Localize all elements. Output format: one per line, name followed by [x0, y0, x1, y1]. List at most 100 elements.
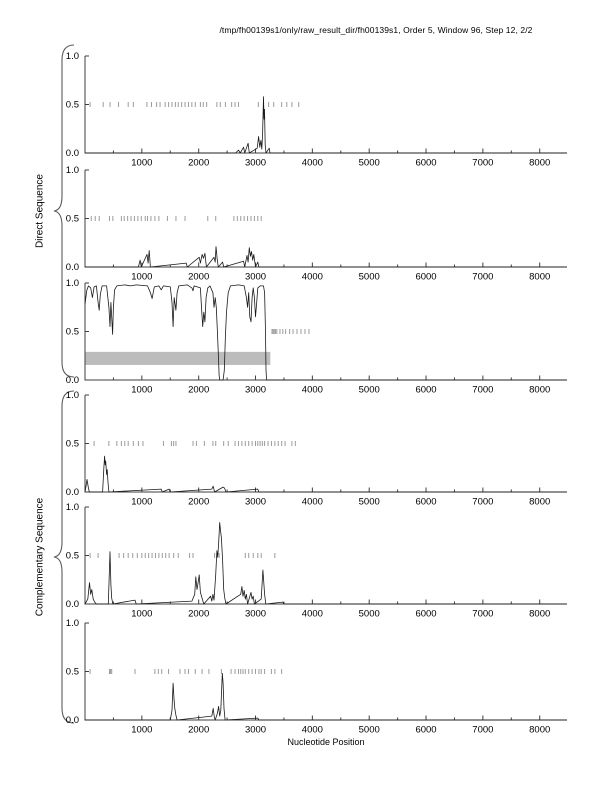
svg-text:7000: 7000 [472, 158, 493, 169]
svg-text:2000: 2000 [188, 272, 209, 283]
orf-markers [89, 102, 300, 107]
direct-group-brace [53, 44, 75, 378]
svg-text:0.5: 0.5 [66, 551, 79, 562]
svg-text:5000: 5000 [359, 725, 380, 736]
svg-text:4000: 4000 [302, 158, 323, 169]
svg-text:0.0: 0.0 [66, 487, 79, 498]
probability-curve [85, 673, 567, 721]
svg-text:5000: 5000 [359, 497, 380, 508]
svg-text:3000: 3000 [245, 158, 266, 169]
svg-text:0.0: 0.0 [66, 375, 79, 386]
axes [84, 282, 567, 381]
svg-text:4000: 4000 [302, 725, 323, 736]
orf-markers [90, 216, 262, 221]
svg-text:1000: 1000 [131, 609, 152, 620]
axes [84, 169, 567, 268]
svg-text:1.0: 1.0 [66, 390, 79, 401]
probability-curve [84, 522, 567, 605]
svg-text:5000: 5000 [359, 272, 380, 283]
svg-text:0.5: 0.5 [66, 327, 79, 338]
svg-text:8000: 8000 [529, 725, 550, 736]
svg-text:6000: 6000 [415, 725, 436, 736]
svg-text:4000: 4000 [302, 497, 323, 508]
x-tick-labels: 1000 2000 3000 4000 5000 6000 7000 8000 [131, 609, 550, 620]
svg-text:1.0: 1.0 [66, 502, 79, 513]
svg-text:2000: 2000 [188, 725, 209, 736]
svg-text:8000: 8000 [529, 385, 550, 396]
svg-text:2000: 2000 [188, 609, 209, 620]
svg-text:1.0: 1.0 [66, 51, 79, 62]
svg-text:7000: 7000 [472, 272, 493, 283]
x-axis-label: Nucleotide Position [287, 737, 365, 747]
svg-text:0.5: 0.5 [66, 667, 79, 678]
orf-markers [93, 441, 296, 446]
svg-text:3000: 3000 [245, 725, 266, 736]
axes [84, 622, 567, 721]
y-tick-labels: 0.0 0.5 1.0 [66, 502, 79, 610]
y-tick-labels: 0.0 0.5 1.0 [66, 278, 79, 386]
svg-text:0.5: 0.5 [66, 214, 79, 225]
axes [84, 55, 567, 154]
svg-text:0.0: 0.0 [66, 262, 79, 273]
x-tick-labels: 1000 2000 3000 4000 5000 6000 7000 8000 [131, 385, 550, 396]
svg-text:8000: 8000 [529, 158, 550, 169]
svg-text:2000: 2000 [188, 497, 209, 508]
svg-text:6000: 6000 [415, 158, 436, 169]
axes [84, 394, 567, 493]
orf-markers [89, 553, 276, 558]
subplot-direct-frame-2: 0.0 0.5 1.0 1000 2000 3000 4000 5000 6000 7000 800… [66, 165, 567, 283]
svg-text:3000: 3000 [245, 497, 266, 508]
svg-text:5000: 5000 [359, 609, 380, 620]
svg-text:3000: 3000 [245, 609, 266, 620]
svg-text:1000: 1000 [131, 497, 152, 508]
svg-text:1000: 1000 [131, 385, 152, 396]
y-tick-labels: 0.0 0.5 1.0 [66, 618, 79, 726]
svg-text:4000: 4000 [302, 272, 323, 283]
svg-text:0.5: 0.5 [66, 439, 79, 450]
svg-text:6000: 6000 [415, 497, 436, 508]
svg-text:8000: 8000 [529, 272, 550, 283]
svg-text:0.0: 0.0 [66, 148, 79, 159]
y-tick-labels: 0.0 0.5 1.0 [66, 51, 79, 159]
x-tick-labels: 1000 2000 3000 4000 5000 6000 7000 8000 [131, 272, 550, 283]
subplot-direct-frame-1: 0.0 0.5 1.0 1000 2000 3000 4000 5000 6000 7000 800… [66, 51, 567, 169]
orf-markers [271, 329, 310, 334]
complementary-sequence-label: Complementary Sequence [34, 497, 46, 617]
svg-text:8000: 8000 [529, 497, 550, 508]
svg-text:1.0: 1.0 [66, 165, 79, 176]
coding-region-bar [85, 351, 271, 365]
svg-text:0.0: 0.0 [66, 599, 79, 610]
svg-text:7000: 7000 [472, 725, 493, 736]
x-tick-labels: 1000 2000 3000 4000 5000 6000 7000 8000 [131, 158, 550, 169]
svg-text:3000: 3000 [245, 272, 266, 283]
svg-text:6000: 6000 [415, 609, 436, 620]
svg-text:4000: 4000 [302, 609, 323, 620]
complementary-group-brace [53, 390, 75, 724]
svg-text:2000: 2000 [188, 158, 209, 169]
svg-text:1000: 1000 [131, 725, 152, 736]
svg-text:2000: 2000 [188, 385, 209, 396]
direct-sequence-label: Direct Sequence [34, 174, 46, 248]
svg-text:8000: 8000 [529, 609, 550, 620]
subplot-complementary-frame-2: 0.0 0.5 1.0 1000 2000 3000 4000 5000 6000 7000 800… [66, 502, 567, 620]
svg-text:6000: 6000 [415, 385, 436, 396]
svg-text:4000: 4000 [302, 385, 323, 396]
probability-curve [84, 455, 567, 493]
probability-curve [84, 284, 567, 381]
x-tick-labels: 1000 2000 3000 4000 5000 6000 7000 8000 [131, 497, 550, 508]
page-title: /tmp/fh00139s1/only/raw_result_dir/fh001… [219, 25, 533, 35]
subplot-complementary-frame-1: 0.0 0.5 1.0 1000 2000 3000 4000 5000 6000 7000 800… [66, 390, 567, 508]
axes [84, 506, 567, 605]
subplot-complementary-frame-3: 0.0 0.5 1.0 1000 2000 3000 4000 5000 6000 7000 800… [66, 618, 567, 736]
probability-curve [85, 246, 567, 268]
svg-text:5000: 5000 [359, 158, 380, 169]
svg-text:1.0: 1.0 [66, 618, 79, 629]
y-tick-labels: 0.0 0.5 1.0 [66, 390, 79, 498]
orf-markers [89, 669, 283, 674]
svg-text:5000: 5000 [359, 385, 380, 396]
y-tick-labels: 0.0 0.5 1.0 [66, 165, 79, 273]
svg-text:7000: 7000 [472, 609, 493, 620]
svg-text:0.5: 0.5 [66, 100, 79, 111]
